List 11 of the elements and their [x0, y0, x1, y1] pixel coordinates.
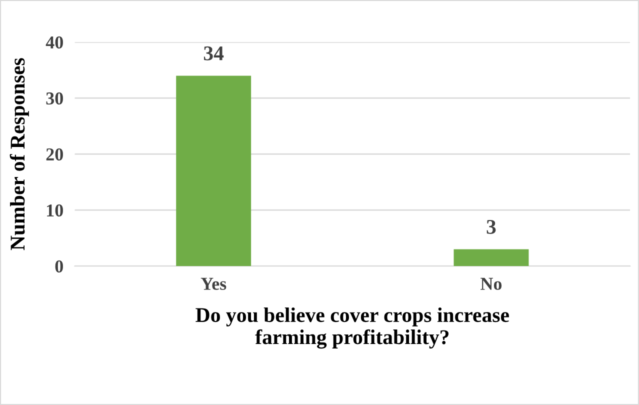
x-axis-title: Do you believe cover crops increase farming profitability?	[196, 307, 509, 349]
y-tick-label: 0	[55, 260, 63, 273]
y-tick-label: 20	[46, 148, 63, 161]
y-axis-title: Number of Responses	[10, 58, 29, 250]
y-tick-label: 10	[47, 204, 63, 217]
x-tick-label: Yes	[200, 278, 226, 290]
y-tick-label: 40	[46, 36, 63, 49]
data-label: 34	[204, 46, 224, 60]
x-tick-label: No	[480, 278, 502, 290]
data-label: 3	[486, 220, 496, 234]
y-tick-label: 30	[46, 92, 63, 105]
